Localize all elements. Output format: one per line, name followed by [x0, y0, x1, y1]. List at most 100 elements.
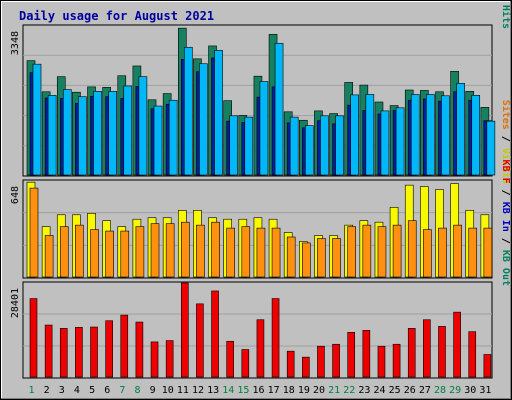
bar [180, 282, 189, 378]
bar [183, 46, 193, 176]
bar [29, 187, 39, 278]
x-tick-label: 28 [434, 385, 446, 396]
bar [468, 331, 477, 378]
bar [226, 340, 234, 378]
x-axis-day-labels: 1 2 3 4 5 6 7 8 9 10 11 12 13 14 15 16 17 18 19 20 21 22 23 24 2… [29, 385, 492, 396]
chart-title: Daily usage for August 2021 [19, 9, 214, 23]
bar [483, 227, 493, 278]
bar [347, 332, 356, 378]
bar [441, 95, 450, 176]
bar [332, 238, 341, 278]
legend-text: Visits [500, 148, 512, 184]
x-tick-label: 2 [44, 385, 50, 396]
bar [196, 224, 205, 278]
bar [229, 115, 238, 176]
bar [153, 105, 163, 176]
bar [380, 110, 390, 176]
bar [47, 95, 57, 176]
bar [410, 94, 420, 176]
bar [123, 85, 133, 176]
bar [271, 298, 280, 378]
bar [226, 227, 235, 278]
x-tick-label: 11 [177, 385, 189, 396]
x-tick-label: 31 [479, 385, 491, 396]
legend-text: / [500, 232, 511, 250]
bar [105, 320, 113, 378]
x-tick-label: 14 [222, 385, 234, 396]
bar [289, 116, 299, 176]
bar [407, 220, 417, 278]
bar [423, 319, 431, 378]
bar [317, 345, 325, 378]
bar [75, 327, 83, 378]
bar [483, 354, 492, 378]
bar [350, 94, 360, 176]
bar [365, 94, 375, 176]
x-tick-label: 19 [298, 385, 310, 396]
bar [274, 42, 284, 176]
bar [286, 236, 296, 278]
bar [165, 340, 174, 378]
bar [168, 99, 178, 176]
bar [135, 226, 145, 278]
legend-text: Sites [500, 100, 512, 130]
bar [362, 224, 372, 278]
bar [426, 94, 435, 176]
x-tick-label: 13 [207, 385, 219, 396]
bar [120, 314, 129, 378]
x-tick-label: 4 [74, 385, 80, 396]
x-tick-label: 15 [237, 385, 249, 396]
legend-text: / [500, 184, 511, 202]
x-tick-label: 30 [464, 385, 476, 396]
bar [302, 356, 310, 378]
x-tick-label: 21 [328, 385, 340, 396]
panel-hits-files-pages: 3348 Pages / Files / Hits [10, 0, 512, 177]
bar [377, 226, 387, 278]
y-max-label: 648 [10, 186, 21, 204]
legend-text: KB In [500, 202, 511, 232]
chart-panels: 3348 Pages / Files / Hits 648 Sites / Visit… [10, 0, 512, 379]
bar [438, 227, 447, 278]
x-tick-label: 24 [374, 385, 386, 396]
x-tick-label: 23 [358, 385, 370, 396]
bar [105, 230, 114, 278]
bar [165, 223, 175, 278]
x-tick-label: 17 [268, 385, 280, 396]
bar [317, 238, 326, 278]
bar [392, 343, 401, 378]
bar [62, 89, 72, 176]
bar [211, 221, 220, 278]
x-tick-label: 22 [343, 385, 355, 396]
bar [135, 321, 144, 378]
bar [453, 224, 462, 278]
bar [241, 226, 251, 278]
bar [44, 235, 54, 278]
bar [320, 115, 329, 176]
x-tick-label: 20 [313, 385, 325, 396]
legend-kbytes: KB F / KB In / KB Out [500, 160, 511, 286]
bar [456, 83, 465, 176]
legend-text: KB F [500, 160, 511, 184]
bar [214, 50, 223, 176]
bar [468, 227, 478, 278]
bar [362, 330, 371, 378]
legend-visits-sites: Sites / Visits [500, 100, 512, 184]
x-tick-label: 16 [252, 385, 264, 396]
legend-text: KB Out [500, 250, 511, 286]
bar [78, 96, 87, 176]
bar [471, 95, 481, 176]
x-tick-label: 25 [389, 385, 401, 396]
bar [108, 91, 117, 176]
x-tick-label: 6 [104, 385, 110, 396]
bar [453, 311, 461, 378]
x-tick-label: 9 [150, 385, 156, 396]
bar [438, 326, 446, 378]
bar [423, 229, 432, 278]
legend-hits-files-pages: Pages / Files / Hits [500, 0, 512, 29]
bar [150, 341, 159, 378]
bar [59, 328, 68, 378]
x-tick-label: 12 [192, 385, 204, 396]
bar [180, 221, 190, 278]
bar [395, 107, 405, 176]
